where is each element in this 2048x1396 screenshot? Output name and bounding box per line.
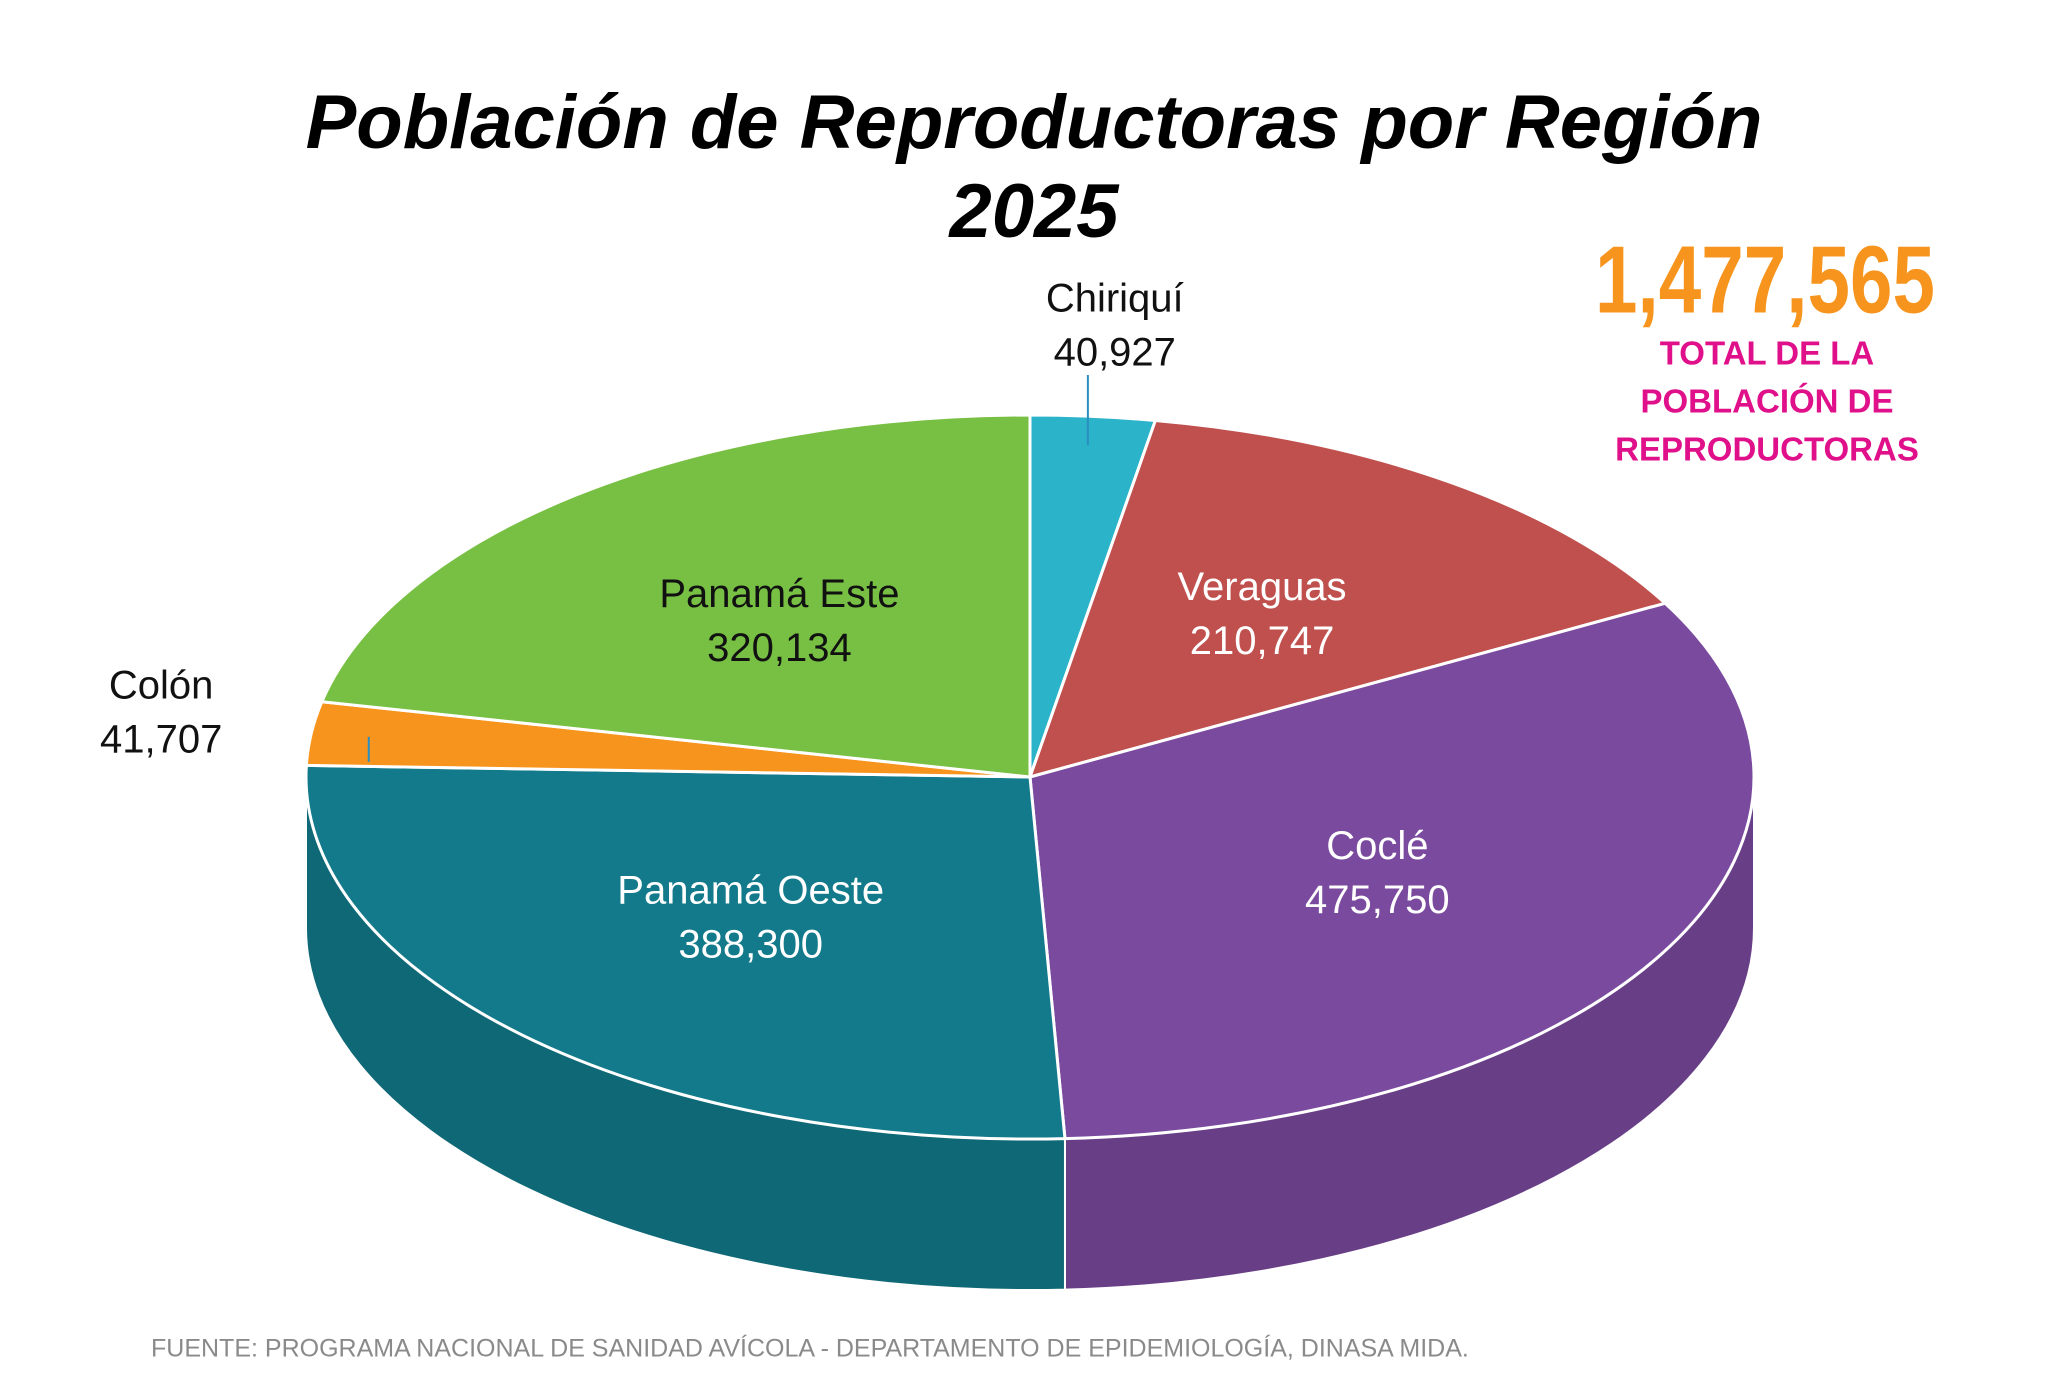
slice-label: Chiriquí (1046, 277, 1184, 321)
chart-subtitle: 2025 (947, 169, 1120, 254)
slice-value-label: 320,134 (707, 626, 852, 670)
slice-label: Coclé (1326, 824, 1428, 868)
slice-label: Panamá Este (659, 572, 899, 616)
slice (319, 413, 1032, 779)
slice (1028, 601, 1756, 1141)
slice-label: Colón (109, 663, 214, 707)
source-note: FUENTE: PROGRAMA NACIONAL DE SANIDAD AVÍ… (151, 1334, 1469, 1363)
slice-value-label: 210,747 (1190, 619, 1335, 663)
chart-title: Población de Reproductoras por Región (306, 80, 1763, 165)
slice (1027, 418, 1669, 780)
total-caption: TOTAL DE LA (1660, 335, 1875, 372)
slice-value-label: 388,300 (678, 922, 823, 966)
slice-value-label: 41,707 (100, 717, 222, 761)
total-caption: REPRODUCTORAS (1615, 431, 1919, 468)
slice-value-label: 40,927 (1054, 331, 1176, 375)
pie: Chiriquí 40,927 Veraguas 210,747 Coclé 475,75… (100, 277, 1756, 1291)
slice-label: Panamá Oeste (617, 868, 884, 912)
total-value: 1,477,565 (1595, 226, 1935, 333)
slice-value-label: 475,750 (1305, 878, 1450, 922)
slice (304, 763, 1067, 1141)
slice-label: Veraguas (1178, 565, 1347, 609)
total-caption: POBLACIÓN DE (1640, 383, 1893, 420)
